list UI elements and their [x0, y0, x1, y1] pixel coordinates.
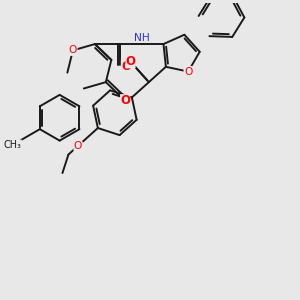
Text: O: O [69, 45, 77, 56]
Text: O: O [74, 141, 82, 151]
Text: CH₃: CH₃ [4, 140, 22, 150]
Text: O: O [121, 60, 131, 73]
Text: O: O [125, 55, 136, 68]
Text: NH: NH [134, 33, 150, 43]
Text: O: O [120, 94, 130, 107]
Text: O: O [184, 67, 192, 76]
